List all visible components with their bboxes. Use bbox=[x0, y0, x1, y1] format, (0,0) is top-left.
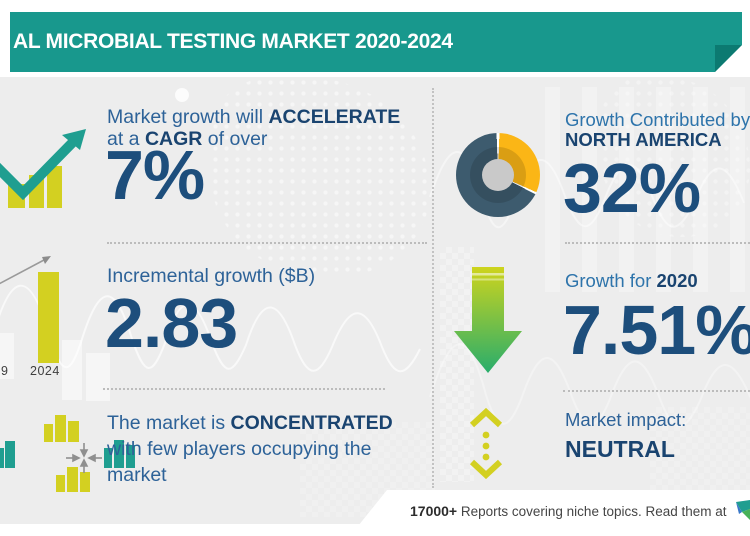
dotted-divider bbox=[103, 388, 385, 390]
neutral-impact-icon bbox=[470, 407, 503, 480]
page-title: AL MICROBIAL TESTING MARKET 2020-2024 bbox=[13, 30, 453, 53]
concentration-statement: The market is CONCENTRATED with few play… bbox=[107, 410, 393, 488]
down-arrow-icon bbox=[454, 267, 522, 373]
growth-trend-icon bbox=[0, 129, 86, 208]
report-count: 17000+ bbox=[410, 503, 458, 519]
footer-text: 17000+ Reports covering niche topics. Re… bbox=[410, 503, 727, 519]
banner-corner-fold bbox=[715, 45, 742, 72]
growth-2020-label: Growth for 2020 bbox=[565, 270, 698, 292]
concentration-text: market bbox=[107, 464, 167, 486]
cagr-value: 7% bbox=[105, 136, 205, 214]
footer-message: Reports covering niche topics. Read them… bbox=[460, 504, 727, 519]
growth-statement: Market growth will ACCELERATE at a CAGR … bbox=[107, 106, 400, 150]
growth-statement-text: of over bbox=[202, 128, 268, 150]
donut-chart-icon bbox=[456, 133, 540, 217]
year-axis-label: 2024 bbox=[30, 364, 60, 378]
contribution-value: 32% bbox=[563, 149, 701, 227]
growth-statement-text: at a bbox=[107, 128, 145, 150]
growth-statement-cagr: CAGR bbox=[144, 128, 203, 150]
market-impact-value: NEUTRAL bbox=[565, 436, 675, 462]
contribution-label-line1: Growth Contributed by bbox=[565, 109, 750, 130]
dotted-divider bbox=[107, 242, 427, 244]
market-impact-label: Market impact: bbox=[565, 409, 687, 430]
growth-2020-value: 7.51% bbox=[563, 291, 750, 369]
incremental-growth-value: 2.83 bbox=[105, 284, 238, 362]
technavio-logo-icon[interactable] bbox=[736, 500, 750, 520]
dotted-divider bbox=[565, 242, 750, 244]
concentration-text: with few players occupying the bbox=[107, 438, 372, 460]
title-banner: AL MICROBIAL TESTING MARKET 2020-2024 bbox=[10, 12, 742, 72]
year-bar-chart-icon bbox=[0, 256, 59, 363]
growth-2020-text: Growth for bbox=[565, 270, 657, 291]
concentration-concentrated: CONCENTRATED bbox=[230, 412, 393, 434]
growth-statement-accelerate: ACCELERATE bbox=[268, 106, 401, 128]
growth-2020-year: 2020 bbox=[656, 270, 698, 291]
column-dotted-divider bbox=[432, 88, 434, 488]
growth-statement-text: Market growth will bbox=[107, 106, 269, 128]
year-axis-label-partial: 9 bbox=[1, 364, 9, 378]
concentration-text: The market is bbox=[107, 412, 231, 434]
dotted-divider bbox=[563, 390, 750, 392]
footer-bar: 17000+ Reports covering niche topics. Re… bbox=[350, 490, 750, 536]
donut-hole bbox=[482, 159, 514, 191]
incremental-growth-label: Incremental growth ($B) bbox=[107, 265, 316, 287]
contribution-label-line2: NORTH AMERICA bbox=[565, 129, 722, 150]
infographic-canvas: 9 2024 Market growth will ACCELERATE at … bbox=[0, 77, 750, 524]
market-consolidation-icon bbox=[0, 415, 135, 492]
